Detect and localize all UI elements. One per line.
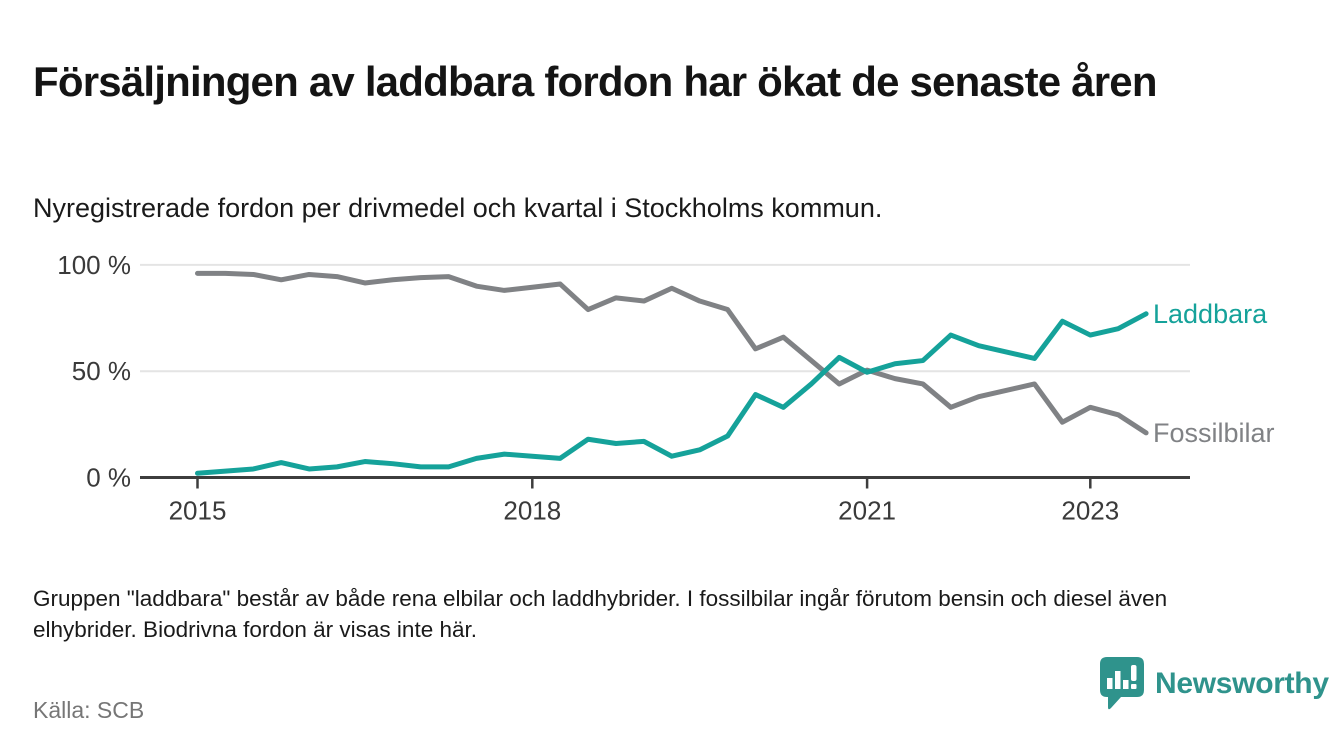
newsworthy-wordmark: Newsworthy <box>1155 667 1329 700</box>
newsworthy-logo: Newsworthy <box>1100 657 1329 710</box>
map-pin-bar-chart-icon <box>1100 657 1144 710</box>
source-attribution: Källa: SCB <box>33 697 145 723</box>
series-line-fossilbilar <box>195 270 1149 436</box>
series-end-label-fossilbilar: Fossilbilar <box>1153 418 1275 448</box>
x-tick-label-2021: 2021 <box>838 496 896 526</box>
chart-subtitle: Nyregistrerade fordon per drivmedel och … <box>33 193 883 223</box>
series-line-laddbara <box>195 311 1149 476</box>
y-tick-label-100: 100 % <box>57 250 131 280</box>
series-end-label-laddbara: Laddbara <box>1153 299 1268 329</box>
page-title: Försäljningen av laddbara fordon har öka… <box>33 58 1158 106</box>
y-tick-label-50: 50 % <box>72 356 131 386</box>
y-tick-label-0: 0 % <box>86 463 131 493</box>
x-tick-label-2018: 2018 <box>503 496 561 526</box>
footnote-text: Gruppen "laddbara" består av både rena e… <box>33 585 1168 642</box>
x-tick-label-2015: 2015 <box>169 496 227 526</box>
x-tick-label-2023: 2023 <box>1061 496 1119 526</box>
